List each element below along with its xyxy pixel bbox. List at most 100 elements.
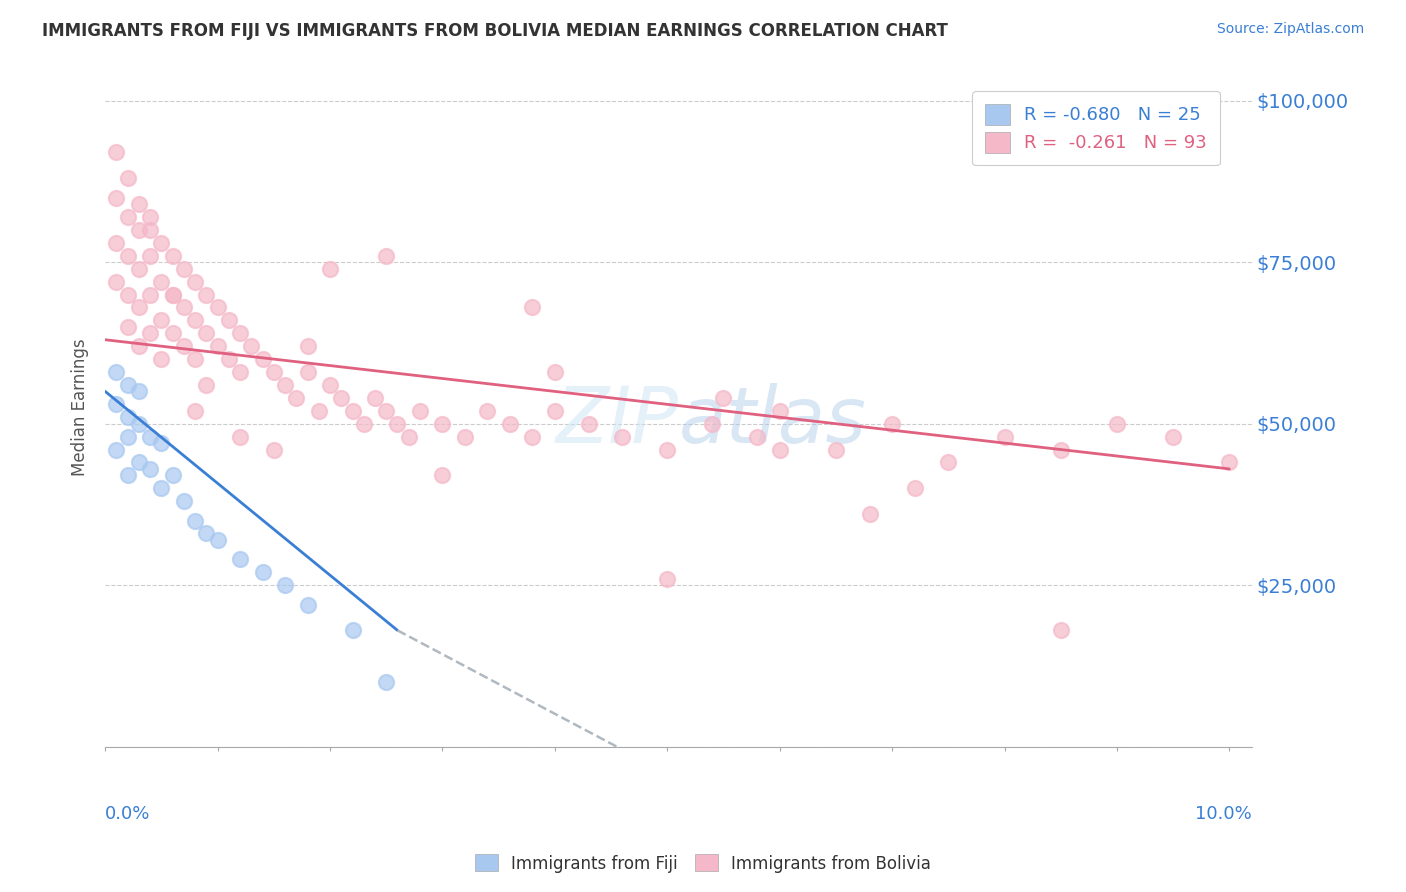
Point <box>578 417 600 431</box>
Point <box>117 378 139 392</box>
Point <box>229 429 252 443</box>
Point <box>162 468 184 483</box>
Point <box>993 429 1015 443</box>
Point <box>195 526 218 541</box>
Point <box>274 378 297 392</box>
Point <box>162 287 184 301</box>
Point <box>903 481 925 495</box>
Point <box>150 235 173 250</box>
Point <box>162 326 184 341</box>
Point <box>195 326 218 341</box>
Point <box>128 417 150 431</box>
Point <box>105 442 128 457</box>
Point <box>544 404 567 418</box>
Point <box>882 417 904 431</box>
Point <box>1049 624 1071 638</box>
Point <box>128 339 150 353</box>
Point <box>150 481 173 495</box>
Point <box>297 339 319 353</box>
Point <box>657 572 679 586</box>
Point <box>319 261 342 276</box>
Point <box>375 404 398 418</box>
Point <box>713 391 735 405</box>
Point <box>229 552 252 566</box>
Point <box>454 429 477 443</box>
Point <box>825 442 848 457</box>
Point <box>769 404 792 418</box>
Point <box>252 352 274 367</box>
Point <box>139 223 162 237</box>
Point <box>207 301 229 315</box>
Point <box>218 352 240 367</box>
Point <box>702 417 724 431</box>
Point <box>139 462 162 476</box>
Point <box>150 275 173 289</box>
Point <box>274 578 297 592</box>
Point <box>936 455 959 469</box>
Point <box>184 352 207 367</box>
Point <box>612 429 634 443</box>
Text: 10.0%: 10.0% <box>1195 805 1251 822</box>
Point <box>117 171 139 186</box>
Text: ZIP: ZIP <box>555 384 679 459</box>
Point <box>128 384 150 399</box>
Point <box>769 442 792 457</box>
Point <box>229 365 252 379</box>
Point <box>139 429 162 443</box>
Point <box>105 191 128 205</box>
Point <box>173 494 195 508</box>
Point <box>1161 429 1184 443</box>
Point <box>105 365 128 379</box>
Point <box>218 313 240 327</box>
Point <box>252 566 274 580</box>
Point <box>117 210 139 224</box>
Point <box>297 365 319 379</box>
Point <box>657 442 679 457</box>
Point <box>409 404 432 418</box>
Point <box>162 287 184 301</box>
Point <box>139 249 162 263</box>
Point <box>139 210 162 224</box>
Point <box>477 404 499 418</box>
Point <box>375 675 398 690</box>
Point <box>105 145 128 160</box>
Text: 0.0%: 0.0% <box>105 805 150 822</box>
Point <box>117 287 139 301</box>
Point <box>240 339 263 353</box>
Point <box>184 313 207 327</box>
Point <box>184 275 207 289</box>
Point <box>195 287 218 301</box>
Point <box>398 429 420 443</box>
Point <box>139 287 162 301</box>
Point <box>128 223 150 237</box>
Point <box>285 391 308 405</box>
Point <box>150 313 173 327</box>
Point <box>150 436 173 450</box>
Point <box>297 598 319 612</box>
Text: IMMIGRANTS FROM FIJI VS IMMIGRANTS FROM BOLIVIA MEDIAN EARNINGS CORRELATION CHAR: IMMIGRANTS FROM FIJI VS IMMIGRANTS FROM … <box>42 22 948 40</box>
Point <box>522 429 544 443</box>
Point <box>173 301 195 315</box>
Point <box>117 468 139 483</box>
Point <box>117 319 139 334</box>
Y-axis label: Median Earnings: Median Earnings <box>72 339 89 476</box>
Point <box>184 404 207 418</box>
Point <box>342 624 364 638</box>
Point <box>319 378 342 392</box>
Point <box>117 429 139 443</box>
Point <box>173 339 195 353</box>
Point <box>105 397 128 411</box>
Point <box>308 404 330 418</box>
Point <box>150 352 173 367</box>
Point <box>105 275 128 289</box>
Text: atlas: atlas <box>679 384 866 459</box>
Point <box>139 326 162 341</box>
Point <box>263 442 285 457</box>
Point <box>1049 442 1071 457</box>
Point <box>747 429 769 443</box>
Point <box>263 365 285 379</box>
Legend: Immigrants from Fiji, Immigrants from Bolivia: Immigrants from Fiji, Immigrants from Bo… <box>468 847 938 880</box>
Point <box>207 339 229 353</box>
Text: Source: ZipAtlas.com: Source: ZipAtlas.com <box>1216 22 1364 37</box>
Point <box>859 507 882 521</box>
